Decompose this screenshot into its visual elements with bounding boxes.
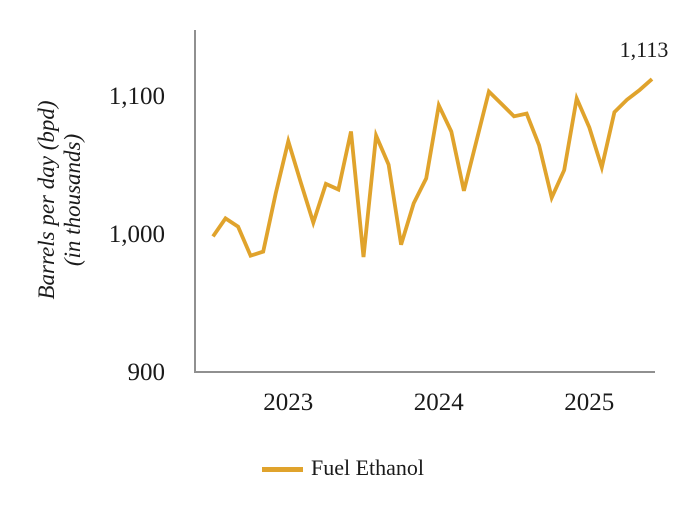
last-value-label: 1,113: [619, 37, 669, 63]
x-tick-label-2023: 2023: [263, 389, 314, 416]
x-tick-label-2025: 2025: [564, 389, 615, 416]
legend-series-label: Fuel Ethanol: [311, 455, 425, 480]
x-tick-label-2024: 2024: [413, 389, 464, 416]
legend: Fuel Ethanol: [262, 454, 424, 482]
y-tick-label-1000: 1,000: [108, 221, 165, 248]
legend-line-swatch: [262, 466, 303, 472]
y-tick-label-1100: 1,100: [108, 83, 165, 110]
y-tick-label-900: 900: [127, 359, 166, 386]
fuel-ethanol-line: [211, 77, 654, 259]
